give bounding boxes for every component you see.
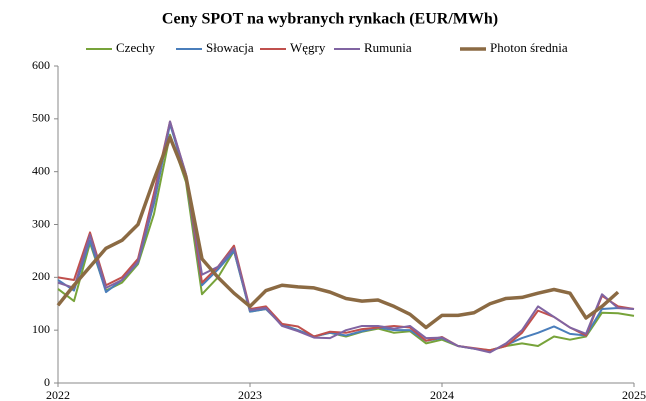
legend-label: Słowacja <box>206 40 254 55</box>
y-tick-label: 100 <box>32 322 50 336</box>
y-tick-label: 200 <box>32 269 50 283</box>
x-tick-label: 2025 <box>622 388 646 401</box>
y-tick-label: 600 <box>32 58 50 72</box>
x-tick-label: 2024 <box>430 388 454 401</box>
series-line <box>57 123 635 353</box>
y-tick-label: 400 <box>32 163 50 177</box>
legend-label: Rumunia <box>364 40 412 55</box>
legend-label: Węgry <box>290 40 326 55</box>
series-line <box>57 120 635 352</box>
y-tick-label: 500 <box>32 111 50 125</box>
series-line <box>57 120 635 354</box>
series-line <box>57 133 635 352</box>
x-tick-label: 2022 <box>46 388 70 401</box>
chart-title: Ceny SPOT na wybranych rynkach (EUR/MWh) <box>162 11 498 28</box>
x-tick-label: 2023 <box>238 388 262 401</box>
legend-label: Photon średnia <box>490 40 568 55</box>
y-tick-label: 0 <box>44 375 50 389</box>
series-line <box>56 135 620 330</box>
legend-label: Czechy <box>116 40 155 55</box>
y-tick-label: 300 <box>32 216 50 230</box>
